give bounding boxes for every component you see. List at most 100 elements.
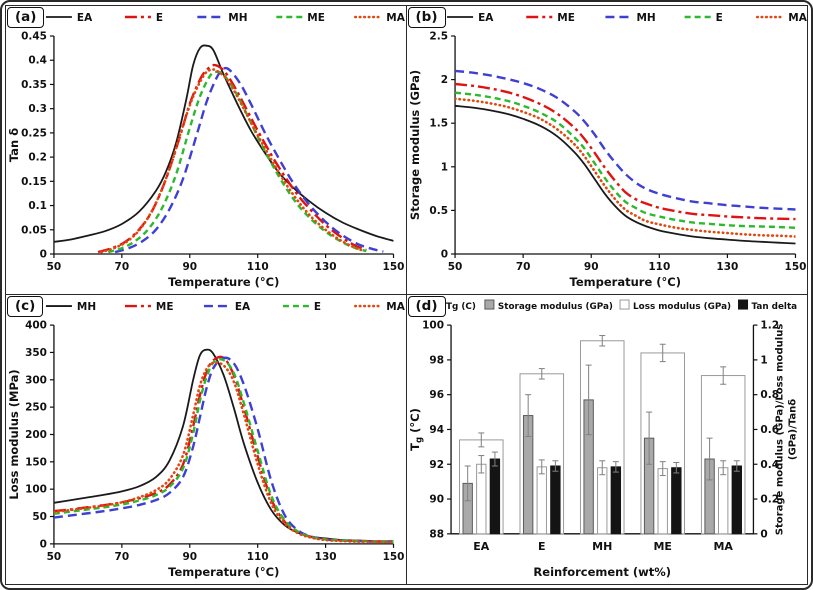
series-line-MA: [454, 97, 795, 238]
legend-label-ME: ME: [156, 301, 174, 313]
x-axis-label: Temperature (°C): [569, 275, 681, 289]
svg-text:92: 92: [429, 459, 444, 471]
svg-text:130: 130: [716, 261, 738, 273]
series-line-ME: [53, 355, 394, 543]
legend-swatch-Loss modulus (GPa): [619, 299, 630, 310]
svg-text:0.25: 0.25: [21, 127, 47, 139]
svg-text:0.05: 0.05: [21, 224, 47, 236]
y-axis-label-left: Tg (°C): [408, 408, 424, 451]
svg-text:0.4: 0.4: [28, 55, 47, 67]
figure-grid: 50 70 90 110 130 150 0 0.05 0.1 0.15 0.2 0.25 0.3 0.3…: [5, 5, 808, 585]
svg-text:70: 70: [115, 261, 130, 273]
series-line-MH: [454, 69, 795, 211]
svg-text:130: 130: [315, 551, 337, 563]
svg-text:1.2: 1.2: [760, 320, 779, 332]
svg-text:90: 90: [182, 551, 197, 563]
panel-label-c: (c): [7, 296, 44, 317]
svg-text:2: 2: [440, 74, 447, 86]
bar-tan-delta-MA: [731, 465, 742, 535]
legend-label-E: E: [715, 12, 722, 24]
axes: [453, 36, 795, 255]
svg-text:0.6: 0.6: [760, 424, 779, 436]
series-line-MH: [53, 348, 394, 543]
bar-tan-delta-MH: [610, 466, 621, 535]
chart-d-bar-summary: 88 90 92 94 96 98 100 0 0.2 0.4 0.6 0.8 1 1.2 EA E MH ME M…: [407, 295, 808, 584]
chart-b-storage-modulus: 50 70 90 110 130 150 0 0.5 1 1.5 2 2.5 Temperature (…: [407, 6, 807, 294]
category-label-E: E: [538, 540, 546, 553]
svg-text:88: 88: [429, 528, 444, 540]
svg-text:350: 350: [25, 347, 47, 359]
legend-label-Tg (C): Tg (C): [446, 302, 476, 312]
svg-text:50: 50: [47, 551, 62, 563]
svg-text:250: 250: [25, 402, 47, 414]
series-line-MA: [53, 361, 394, 544]
svg-text:0.4: 0.4: [760, 459, 779, 471]
svg-text:0.2: 0.2: [28, 152, 47, 164]
legend-label-Storage modulus (GPa): Storage modulus (GPa): [497, 302, 612, 312]
svg-text:90: 90: [583, 261, 598, 273]
svg-text:50: 50: [447, 261, 462, 273]
legend-swatch-Tan delta: [737, 299, 748, 310]
bar-loss-modulus-(gpa)-E: [536, 466, 547, 535]
series-line-E: [454, 91, 795, 229]
svg-text:0.3: 0.3: [28, 103, 47, 115]
bar-loss-modulus-(gpa)-ME: [657, 468, 668, 535]
legend-label-E: E: [314, 301, 321, 313]
svg-text:200: 200: [25, 429, 47, 441]
svg-text:50: 50: [47, 261, 62, 273]
chart-svg-c: 50 70 90 110 130 150050100150200250300350400T…: [7, 301, 405, 579]
y-axis-label-right-line-2: (GPa)/Tanδ: [787, 399, 798, 460]
svg-text:150: 150: [383, 261, 405, 273]
y-axis-label: Tan δ: [7, 128, 21, 162]
svg-text:70: 70: [115, 551, 130, 563]
svg-text:0.45: 0.45: [21, 30, 47, 42]
x-axis-label: Reinforcement (wt%): [533, 565, 671, 579]
svg-text:0.15: 0.15: [21, 176, 47, 188]
series-line-EA: [53, 44, 394, 243]
legend-label-MH: MH: [636, 12, 655, 24]
svg-text:0: 0: [40, 248, 47, 260]
svg-text:110: 110: [648, 261, 670, 273]
series-line-MH: [114, 66, 384, 254]
svg-text:100: 100: [422, 320, 444, 332]
legend-label-ME: ME: [307, 12, 325, 24]
svg-text:0.35: 0.35: [21, 79, 47, 91]
panel-label-a: (a): [7, 7, 45, 28]
svg-text:90: 90: [429, 494, 444, 506]
category-label-MH: MH: [592, 540, 612, 553]
series-line-ME: [454, 82, 795, 221]
svg-text:1.5: 1.5: [429, 118, 448, 130]
legend-label-MA: MA: [386, 301, 405, 313]
legend-label-ME: ME: [557, 12, 575, 24]
bar-tan-delta-EA: [489, 458, 500, 535]
svg-text:100: 100: [25, 484, 47, 496]
svg-text:150: 150: [784, 261, 806, 273]
svg-text:0.2: 0.2: [760, 494, 779, 506]
chart-svg-d: 88 90 92 94 96 98 100 0 0.2 0.4 0.6 0.8 1 1.2 EA E MH ME M…: [408, 299, 798, 579]
panel-d: 88 90 92 94 96 98 100 0 0.2 0.4 0.6 0.8 1 1.2 EA E MH ME M…: [406, 295, 808, 584]
svg-text:50: 50: [32, 511, 47, 523]
svg-text:94: 94: [429, 424, 444, 436]
svg-text:150: 150: [25, 456, 47, 468]
svg-text:0: 0: [40, 538, 47, 550]
bar-loss-modulus-(gpa)-MA: [717, 467, 728, 535]
svg-text:150: 150: [383, 551, 405, 563]
legend-label-Tan delta: Tan delta: [751, 302, 797, 312]
legend-label-E: E: [156, 12, 163, 24]
bar-loss-modulus-(gpa)-MH: [596, 467, 607, 535]
legend-label-EA: EA: [478, 12, 494, 24]
y-axis-label: Loss modulus (MPa): [7, 369, 21, 499]
svg-text:70: 70: [515, 261, 530, 273]
svg-text:110: 110: [247, 551, 269, 563]
svg-text:400: 400: [25, 320, 47, 332]
series-line-MA: [100, 68, 365, 254]
legend-label-EA: EA: [77, 12, 93, 24]
series-line-EA: [53, 356, 394, 543]
y-axis-label-right-line-1: Storage modulus (GPa)/Loss modulus: [774, 324, 785, 536]
legend-label-EA: EA: [235, 301, 251, 313]
svg-text:1: 1: [440, 161, 447, 173]
chart-svg-a: 50 70 90 110 130 150 0 0.05 0.1 0.15 0.2 0.25 0.3 0.3…: [7, 12, 406, 289]
svg-text:2.5: 2.5: [429, 31, 448, 43]
legend-label-MH: MH: [77, 301, 96, 313]
